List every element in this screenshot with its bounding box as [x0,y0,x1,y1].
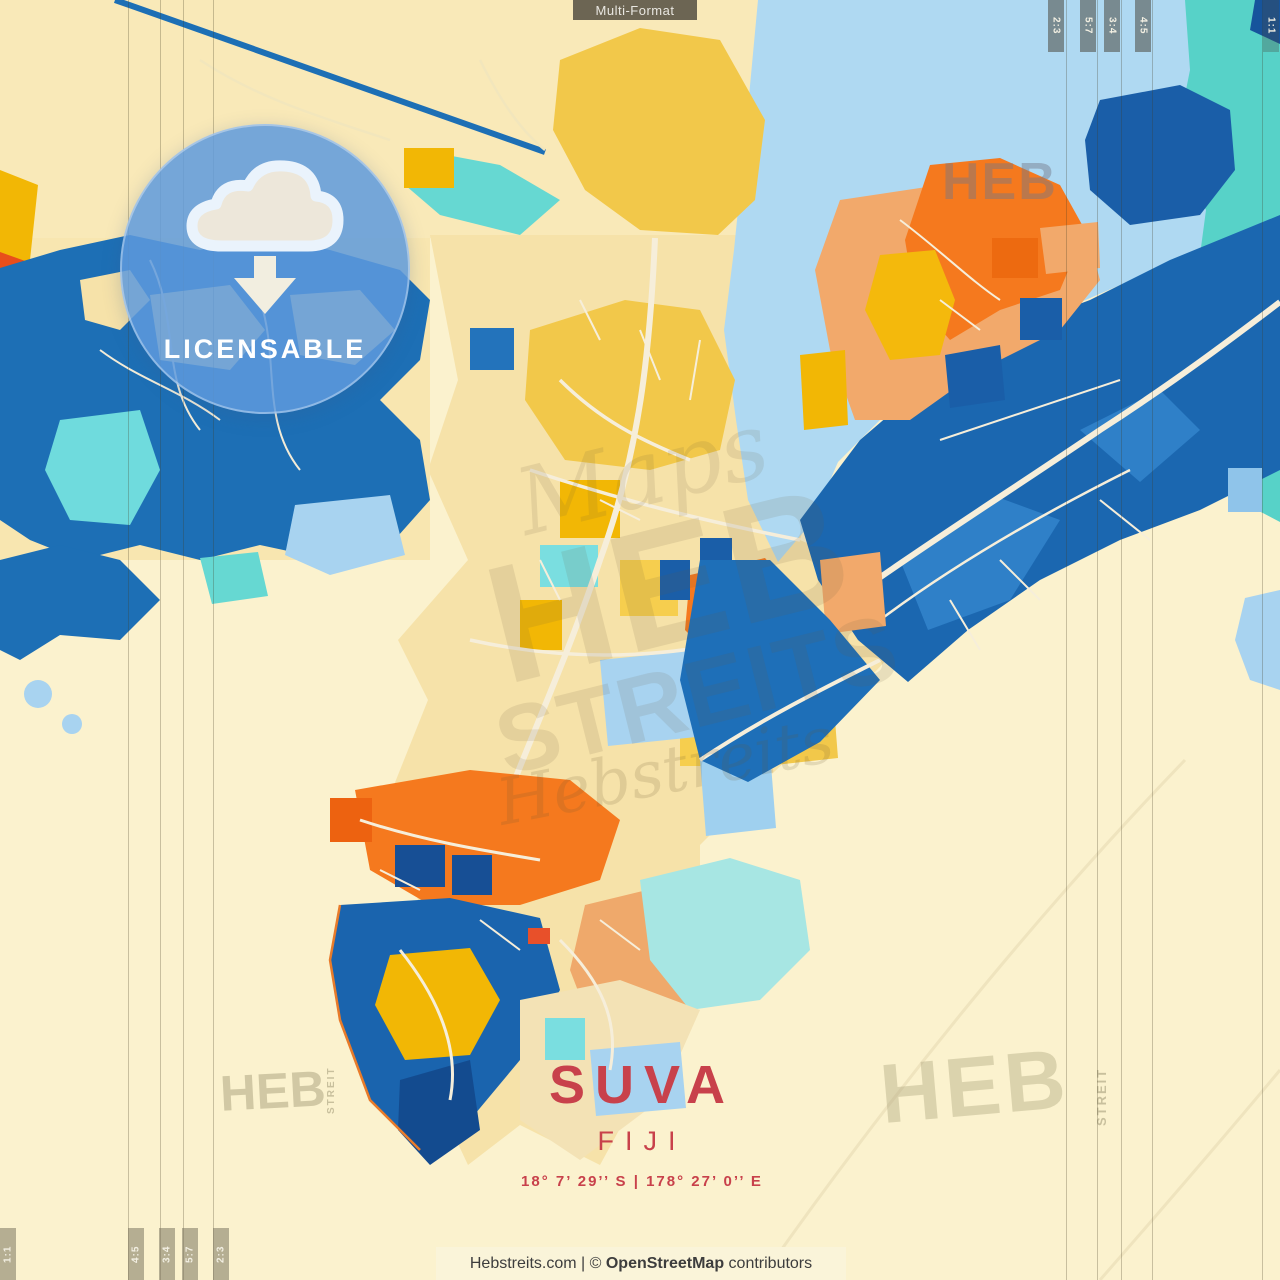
crop-tab-5-7-top: 5:7 [1080,0,1096,52]
crop-line-4-5-right [1152,0,1153,1280]
crop-tab-2-3-top: 2:3 [1048,0,1064,52]
footer-contributors: contributors [724,1254,813,1272]
footer-osm-link[interactable]: OpenStreetMap [605,1254,725,1272]
map-district-band-northeast [788,215,1280,682]
map-district-harbor [680,560,881,782]
crop-tab-5-7-bottom: 5:7 [182,1228,198,1280]
crop-tab-3-4-bottom: 3:4 [159,1228,175,1280]
crop-tab-1-1-right: 1:1 [1263,0,1279,52]
crop-line-3-4-left [160,0,161,1280]
title-block: SUVA FIJI 18° 7’ 29’’ S | 178° 27’ 0’’ E [442,1058,842,1190]
crop-tab-4-5-bottom: 4:5 [128,1228,144,1280]
crop-tab-2-3-bottom: 2:3 [213,1228,229,1280]
coordinates: 18° 7’ 29’’ S | 178° 27’ 0’’ E [521,1173,763,1190]
map-southeast-roads [758,379,1280,1280]
crop-line-5-7-left [183,0,184,1280]
licensable-label: LICENSABLE [163,334,367,364]
attribution-footer: Hebstreits.com | © OpenStreetMap contrib… [436,1247,846,1280]
crop-line-1-1-right [1262,0,1263,1280]
country-name: FIJI [597,1126,687,1156]
crop-line-5-7-right [1097,0,1098,1280]
crop-line-4-5-left [128,0,129,1280]
cloud-download-icon [186,160,344,314]
crop-tab-4-5-top: 4:5 [1135,0,1151,52]
crop-line-2-3-right [1066,0,1067,1280]
footer-site: Hebstreits.com | © [469,1254,606,1272]
city-name: SUVA [548,1055,736,1115]
crop-line-3-4-right [1121,0,1122,1280]
crop-tab-3-4-top: 3:4 [1104,0,1120,52]
map-district-southwest [328,770,810,1165]
crop-line-2-3-left [213,0,214,1280]
crop-tab-1-1-bottom: 1:1 [0,1228,16,1280]
licensable-badge[interactable]: LICENSABLE [120,124,410,414]
map-district-north [0,0,765,322]
map-district-orange-northeast [815,158,1100,420]
multi-format-badge: Multi-Format [573,0,697,20]
